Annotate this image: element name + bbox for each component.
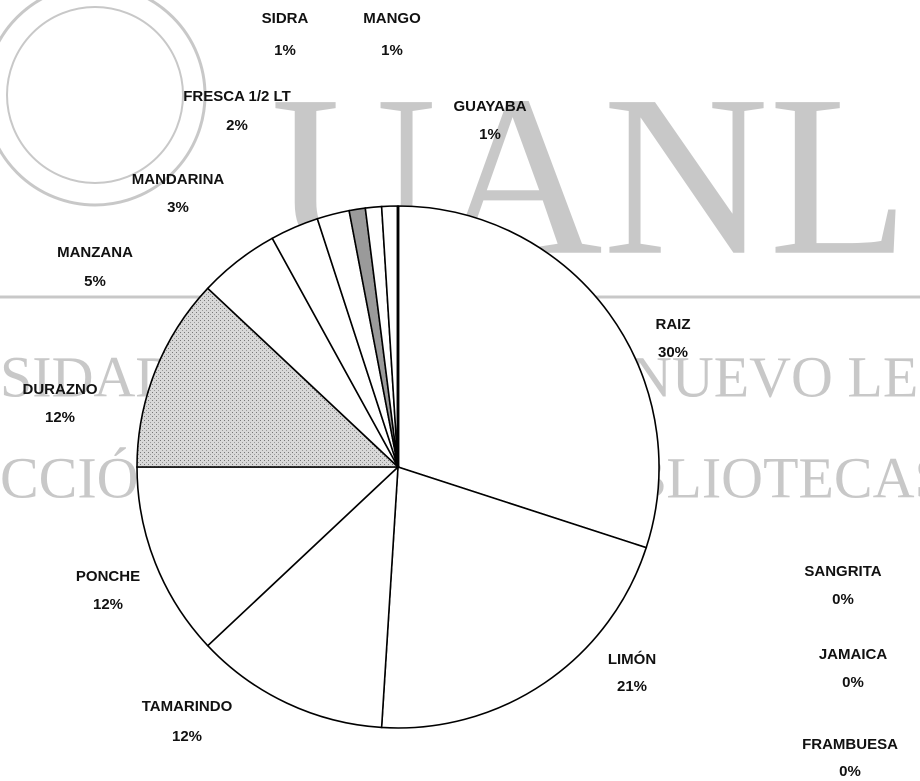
slice-value-label: 2% — [226, 117, 248, 134]
slice-label: MANDARINA — [132, 171, 225, 188]
slice-value-label: 0% — [839, 763, 861, 780]
slice-label: PONCHE — [76, 568, 140, 585]
slice-label: SANGRITA — [804, 563, 881, 580]
slice-value-label: 21% — [617, 678, 647, 695]
seal-inner — [6, 6, 184, 184]
slice-value-label: 12% — [45, 409, 75, 426]
slice-value-label: 0% — [842, 674, 864, 691]
slice-value-label: 1% — [381, 42, 403, 59]
pie-slice — [380, 465, 648, 729]
slice-value-label: 1% — [479, 126, 501, 143]
seal — [0, 0, 207, 207]
slice-value-label: 12% — [172, 728, 202, 745]
slice-label: MANZANA — [57, 244, 133, 261]
slice-value-label: 1% — [274, 42, 296, 59]
pie-slice — [397, 205, 660, 549]
slice-value-label: 0% — [832, 591, 854, 608]
pie-slice — [136, 287, 401, 468]
slice-label: GUAYABA — [453, 98, 526, 115]
slice-label: LIMÓN — [608, 650, 656, 668]
slice-value-label: 12% — [93, 596, 123, 613]
slice-label: JAMAICA — [819, 646, 888, 663]
slice-label: SIDRA — [262, 10, 309, 27]
slice-label: RAIZ — [656, 316, 691, 333]
slice-value-label: 3% — [167, 199, 189, 216]
slice-label: TAMARINDO — [142, 698, 233, 715]
slice-label: FRESCA 1/2 LT — [183, 88, 291, 105]
slice-value-label: 5% — [84, 273, 106, 290]
slice-label: MANGO — [363, 10, 421, 27]
slice-value-label: 30% — [658, 344, 688, 361]
slice-label: DURAZNO — [23, 381, 98, 398]
pie-slice — [206, 465, 399, 729]
slice-label: FRAMBUESA — [802, 736, 898, 753]
pie-slice — [136, 466, 401, 647]
